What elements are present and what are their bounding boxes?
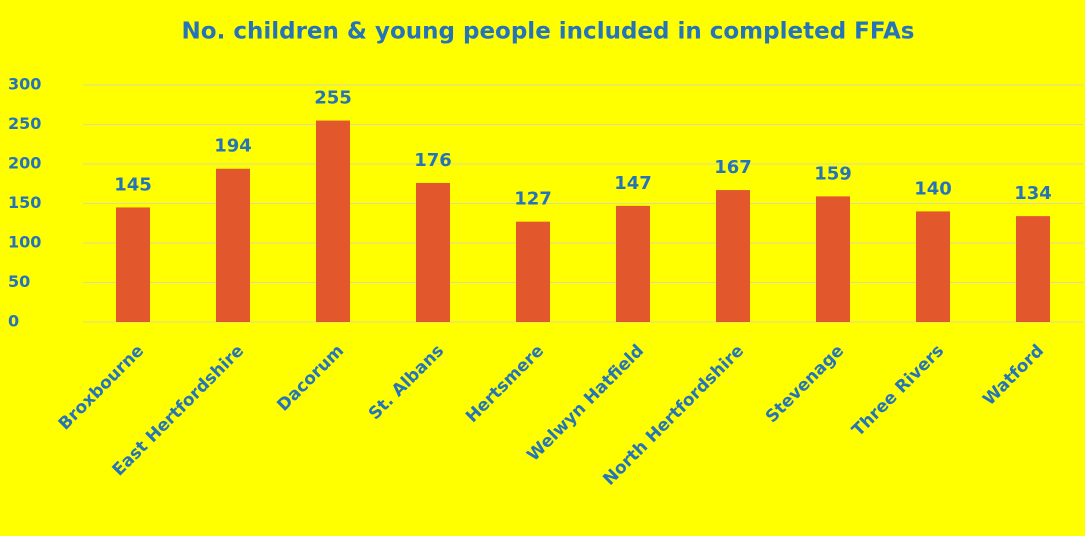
x-tick-label: Stevenage — [762, 341, 848, 427]
bar — [116, 207, 150, 322]
x-tick-label: St. Albans — [365, 341, 448, 424]
x-tick-label: Hertsmere — [462, 341, 548, 427]
data-label: 127 — [514, 189, 552, 210]
y-tick-label: 100 — [8, 233, 41, 252]
x-tick-label: Watford — [979, 341, 1048, 410]
data-label: 147 — [614, 173, 652, 194]
y-tick-label: 250 — [8, 114, 41, 133]
bar — [416, 182, 450, 322]
x-tick-label: Three Rivers — [848, 341, 948, 441]
y-tick-label: 150 — [8, 193, 41, 212]
bar — [816, 196, 850, 322]
bar — [716, 190, 750, 322]
bar — [216, 168, 250, 322]
y-tick-label: 300 — [8, 75, 41, 94]
chart-title: No. children & young people included in … — [182, 19, 915, 45]
bar — [1016, 216, 1050, 322]
data-label: 194 — [214, 136, 252, 157]
y-tick-label: 50 — [8, 272, 30, 291]
data-label: 176 — [414, 150, 452, 171]
y-tick-label: 0 — [8, 312, 19, 331]
bar — [916, 211, 950, 322]
data-label: 140 — [914, 178, 952, 199]
x-tick-label: Dacorum — [273, 341, 348, 416]
data-label: 255 — [314, 88, 352, 109]
bar — [616, 205, 650, 322]
x-tick-label: Broxbourne — [55, 341, 148, 434]
data-label: 159 — [814, 163, 852, 184]
data-label: 167 — [714, 157, 752, 178]
y-tick-label: 200 — [8, 154, 41, 173]
data-label: 145 — [114, 174, 152, 195]
data-label: 134 — [1014, 183, 1052, 204]
bar — [516, 221, 550, 322]
bar — [316, 120, 350, 322]
